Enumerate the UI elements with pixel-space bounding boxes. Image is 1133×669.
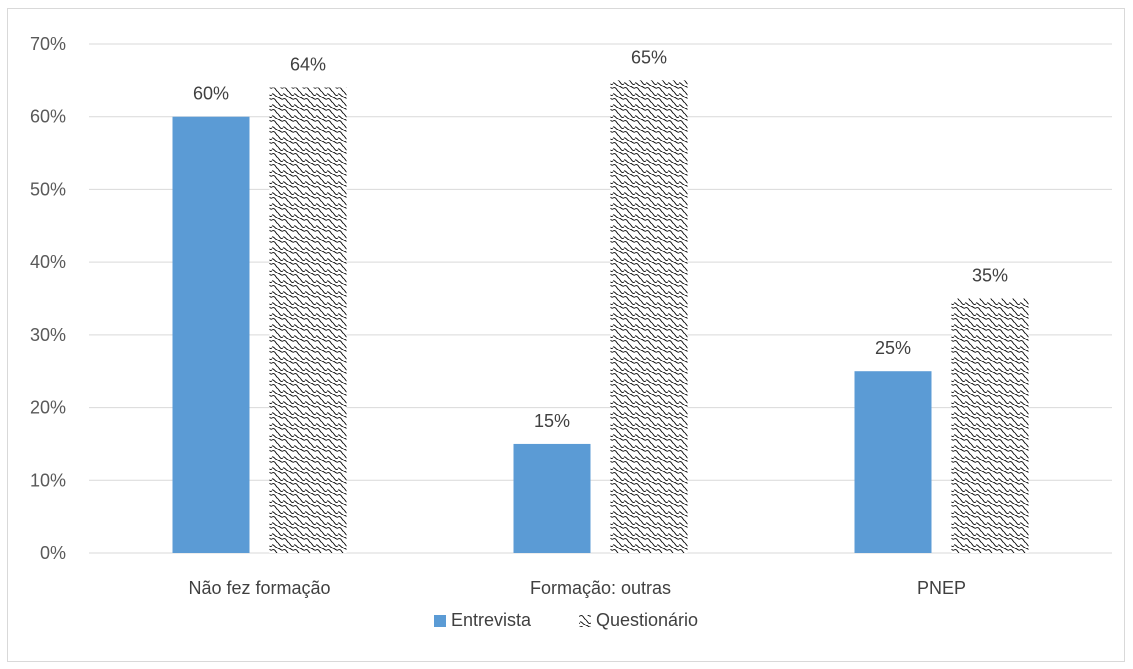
y-tick-label: 0% [40, 543, 66, 563]
y-tick-label: 60% [30, 107, 66, 127]
y-tick-label: 40% [30, 252, 66, 272]
chart-frame: 0% 10% 20% 30% 40% 50% 60% 70% 60% 64% 15% 65% 25% 3… [7, 8, 1125, 662]
y-axis-ticks: 0% 10% 20% 30% 40% 50% 60% 70% [30, 34, 66, 563]
y-tick-label: 10% [30, 470, 66, 490]
legend-label: Entrevista [451, 610, 532, 630]
y-tick-label: 30% [30, 325, 66, 345]
x-category-label: Não fez formação [188, 578, 330, 598]
data-label: 15% [534, 411, 570, 431]
legend-swatch [579, 615, 591, 627]
data-labels: 60% 64% 15% 65% 25% 35% [193, 47, 1008, 431]
x-category-label: Formação: outras [530, 578, 671, 598]
y-tick-label: 50% [30, 179, 66, 199]
x-category-label: PNEP [917, 578, 966, 598]
y-tick-label: 70% [30, 34, 66, 54]
data-label: 65% [631, 47, 667, 67]
legend: Entrevista Questionário [434, 610, 698, 630]
legend-swatch [434, 615, 446, 627]
y-tick-label: 20% [30, 398, 66, 418]
bar-entrevista [172, 116, 250, 553]
bar-entrevista [513, 443, 591, 553]
bar-questionario [269, 87, 347, 553]
bar-questionario [951, 298, 1029, 553]
legend-label: Questionário [596, 610, 698, 630]
bar-chart: 0% 10% 20% 30% 40% 50% 60% 70% 60% 64% 15% 65% 25% 3… [30, 34, 1112, 630]
data-label: 60% [193, 84, 229, 104]
data-label: 25% [875, 338, 911, 358]
data-label: 64% [290, 55, 326, 75]
bar-entrevista [854, 371, 932, 553]
bar-questionario [610, 80, 688, 553]
gridlines [89, 43, 1112, 554]
x-axis-categories: Não fez formação Formação: outras PNEP [188, 578, 966, 598]
data-label: 35% [972, 266, 1008, 286]
bars [172, 80, 1029, 553]
